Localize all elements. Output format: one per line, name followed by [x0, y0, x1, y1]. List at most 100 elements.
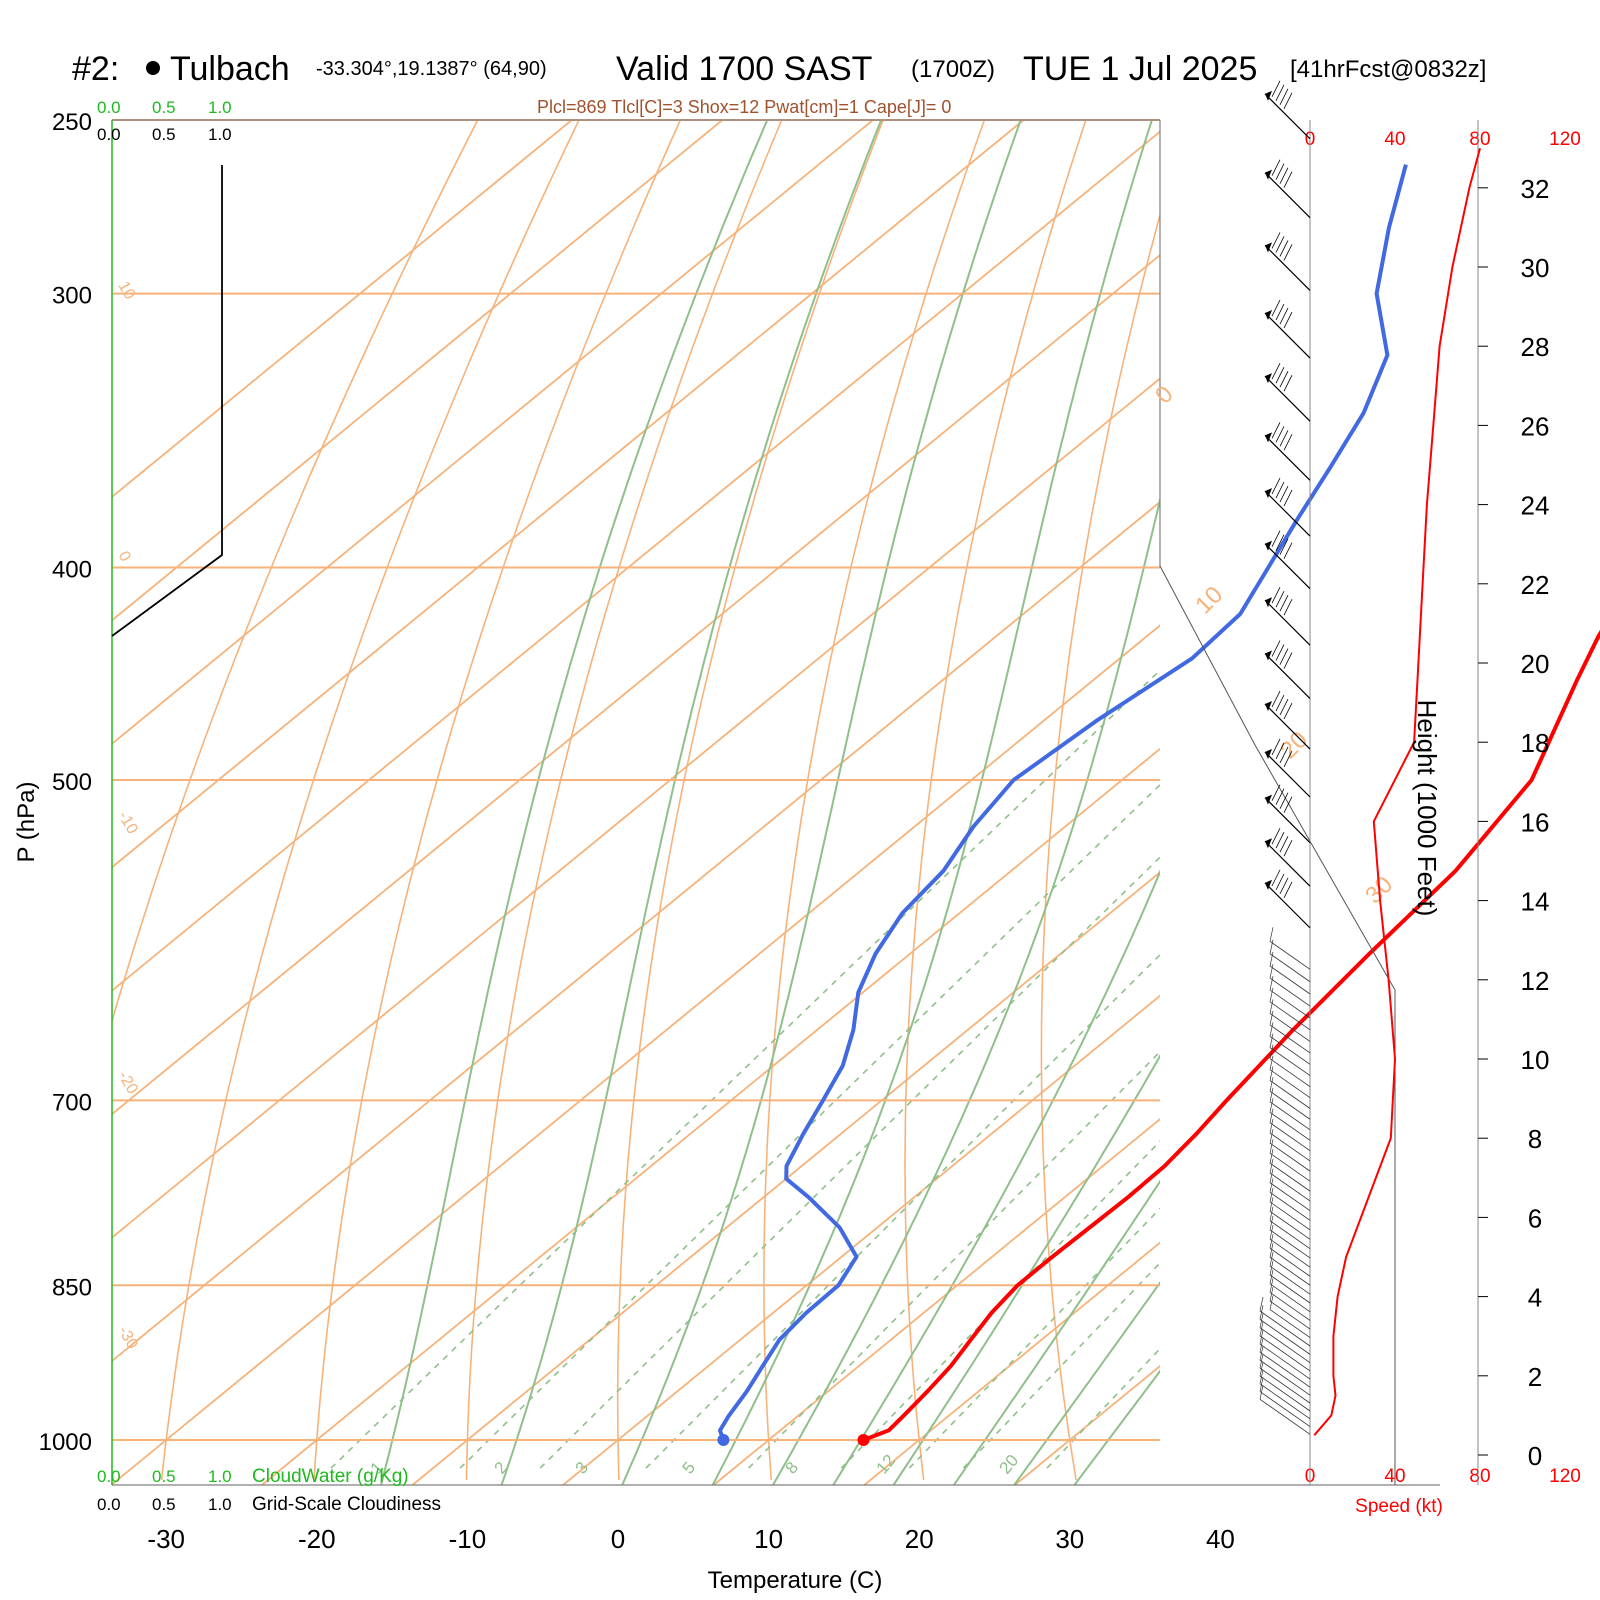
- dry-adiabat: [112, 120, 479, 1024]
- barb-flag: [1279, 307, 1289, 325]
- barb-staff: [1269, 1274, 1311, 1304]
- barb-pennant: [1265, 879, 1272, 890]
- wind-barb-icon: [1264, 299, 1311, 359]
- barb-flag: [1275, 481, 1285, 499]
- cloudiness-tick: 1.0: [208, 1495, 232, 1514]
- wind-barb-icon: [1264, 530, 1311, 590]
- speed-tick-label: 40: [1384, 1466, 1405, 1487]
- barb-flag: [1283, 840, 1293, 857]
- wind-barb-icon: [1264, 159, 1311, 219]
- dry-adiabat: [904, 120, 1087, 1481]
- barb-staff: [1259, 1351, 1311, 1388]
- station-dot-icon: [146, 61, 160, 75]
- mixing-ratio-label: 20: [996, 1451, 1023, 1478]
- cloudiness-label: Grid-Scale Cloudiness: [252, 1494, 441, 1515]
- barb-flag: [1269, 975, 1274, 991]
- wind-barb-icon: [1264, 784, 1311, 844]
- zulu-time: (1700Z): [911, 56, 995, 83]
- barb-staff: [1269, 1283, 1311, 1313]
- height-tick-label: 30: [1521, 253, 1550, 283]
- barb-staff: [1264, 543, 1311, 590]
- barb-staff: [1264, 490, 1311, 537]
- temperature-tick-label: -20: [298, 1524, 336, 1554]
- wind-barb-icon: [1264, 80, 1311, 140]
- station-id: #2:: [72, 50, 119, 88]
- isotherm-line: [112, 253, 1160, 1116]
- barb-staff: [1269, 1122, 1311, 1152]
- cloudwater-tick: 0.0: [97, 1467, 121, 1486]
- mixing-ratio-line: [1046, 1347, 1160, 1469]
- barb-flag: [1283, 542, 1293, 559]
- barb-flag: [1275, 303, 1285, 321]
- wind-barb-icon: [1269, 1206, 1311, 1250]
- barb-flag: [1283, 92, 1293, 110]
- wind-barb-icon: [1269, 1010, 1311, 1054]
- barb-flag: [1269, 1139, 1274, 1154]
- barb-pennant: [1265, 488, 1272, 499]
- temperature-tick-label: 0: [611, 1524, 625, 1554]
- barb-pennant: [1265, 90, 1272, 101]
- wind-barb-icon: [1269, 1168, 1311, 1212]
- barb-staff: [1269, 1058, 1311, 1088]
- barb-flag: [1275, 832, 1285, 849]
- barb-staff: [1269, 1142, 1311, 1172]
- isotherm-line: [261, 747, 1160, 1485]
- isotherm-line: [562, 994, 1160, 1485]
- height-tick-label: 8: [1528, 1124, 1542, 1154]
- isotherm-line: [112, 120, 1025, 869]
- barb-flag: [1275, 366, 1285, 384]
- isotherm-line: [112, 120, 874, 745]
- wind-barb-icon: [1269, 1158, 1311, 1202]
- dry-adiabat: [1040, 212, 1160, 1481]
- pressure-tick-label: 700: [52, 1089, 92, 1116]
- barb-staff: [1269, 1309, 1311, 1338]
- cloudwater-tick: 0.5: [152, 1467, 176, 1486]
- barb-pennant: [1265, 432, 1272, 443]
- pressure-tick-label: 850: [52, 1274, 92, 1301]
- barb-flag: [1269, 1197, 1274, 1212]
- wind-barb-icon: [1269, 1286, 1311, 1330]
- isotherm-line: [112, 377, 1160, 1239]
- barb-flag: [1283, 374, 1293, 392]
- barb-staff: [1269, 1152, 1311, 1182]
- mixing-ratio-label: 12: [873, 1451, 900, 1478]
- wind-barb-icon: [1259, 1377, 1311, 1427]
- dry-adiabat: [160, 120, 580, 1481]
- barb-pennant: [1265, 242, 1272, 253]
- barb-staff: [1269, 1024, 1311, 1054]
- barb-flag: [1269, 1118, 1274, 1134]
- moist-adiabat: [621, 120, 1022, 1485]
- wind-barb-icon: [1264, 232, 1311, 291]
- station-name: Tulbach: [170, 50, 290, 88]
- moist-adiabat: [500, 120, 883, 1485]
- pressure-tick-label: 250: [52, 109, 92, 136]
- height-tick-label: 22: [1521, 570, 1550, 600]
- isotherm-line: [863, 1241, 1160, 1485]
- wind-barb-icon: [1269, 1033, 1311, 1076]
- barb-flag: [1271, 80, 1281, 98]
- barb-staff: [1259, 1343, 1311, 1380]
- barb-staff: [1259, 1383, 1311, 1420]
- barb-flag: [1279, 485, 1289, 503]
- wind-barb-icon: [1269, 1252, 1311, 1295]
- barb-pennant: [1265, 373, 1272, 384]
- wind-barb-icon: [1259, 1321, 1311, 1372]
- barb-flag: [1269, 1234, 1274, 1249]
- speed-tick-label: 80: [1469, 129, 1490, 150]
- barb-staff: [1269, 1112, 1311, 1141]
- isotherm-line: [411, 871, 1160, 1485]
- barb-flag: [1269, 1098, 1274, 1113]
- barb-staff: [1269, 953, 1311, 983]
- barb-flag: [1269, 1252, 1274, 1267]
- wind-barb-icon: [1269, 1139, 1311, 1182]
- barb-staff: [1264, 882, 1311, 929]
- barb-flag: [1283, 702, 1293, 720]
- wind-barb-icon: [1264, 828, 1311, 887]
- wind-barb-icon: [1269, 1243, 1311, 1286]
- barb-flag: [1269, 951, 1274, 967]
- barb-flag: [1269, 1286, 1274, 1302]
- barb-staff: [1264, 840, 1311, 887]
- barb-flag: [1275, 873, 1285, 891]
- temperature-tick-label: 30: [1055, 1524, 1084, 1554]
- cloudiness-tick: 0.0: [97, 125, 121, 144]
